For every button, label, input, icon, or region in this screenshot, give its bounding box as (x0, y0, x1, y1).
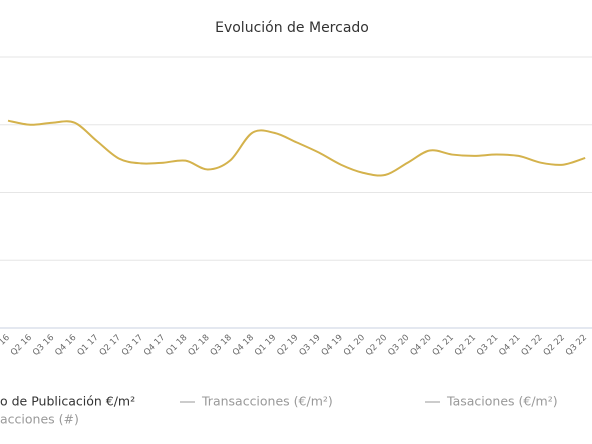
x-tick-label: Q2 22 (542, 333, 567, 358)
x-tick-label: Q2 16 (9, 333, 34, 358)
x-tick-label: Q3 22 (564, 333, 589, 358)
x-tick-label: Q2 19 (275, 333, 300, 358)
x-tick-label: Q1 22 (519, 333, 544, 358)
x-tick-label: Q1 17 (75, 333, 100, 358)
series-line (7, 119, 586, 177)
legend-label: o de Publicación €/m² (0, 394, 135, 409)
x-tick-label: Q3 21 (475, 333, 500, 358)
x-tick-label: Q3 20 (386, 333, 411, 358)
x-tick-label: Q1 19 (253, 333, 278, 358)
x-tick-label: Q3 18 (209, 333, 234, 358)
x-tick-label: Q1 20 (342, 333, 367, 358)
legend-label: Tasaciones (€/m²) (446, 394, 558, 409)
x-tick-label: Q4 20 (408, 333, 433, 358)
x-tick-label: Q2 18 (186, 333, 211, 358)
x-tick-label: Q4 21 (497, 333, 522, 358)
x-tick-label: Q4 16 (53, 333, 78, 358)
x-tick-label: Q4 19 (320, 333, 345, 358)
x-tick-label: Q1 16 (0, 333, 12, 358)
x-tick-label: Q2 21 (453, 333, 478, 358)
x-tick-label: Q1 21 (431, 333, 456, 358)
x-tick-label: Q4 17 (142, 333, 167, 358)
x-tick-label: Q1 18 (164, 333, 189, 358)
x-tick-label: Q2 20 (364, 333, 389, 358)
chart-title: Evolución de Mercado (215, 20, 369, 36)
x-tick-label: Q3 19 (297, 333, 322, 358)
legend-label: Transacciones (€/m²) (201, 394, 333, 409)
legend-label: acciones (#) (0, 412, 79, 427)
x-tick-label: Q3 17 (120, 333, 145, 358)
x-tick-label: Q2 17 (98, 333, 123, 358)
x-tick-label: Q4 18 (231, 333, 256, 358)
x-tick-label: Q3 16 (31, 333, 56, 358)
